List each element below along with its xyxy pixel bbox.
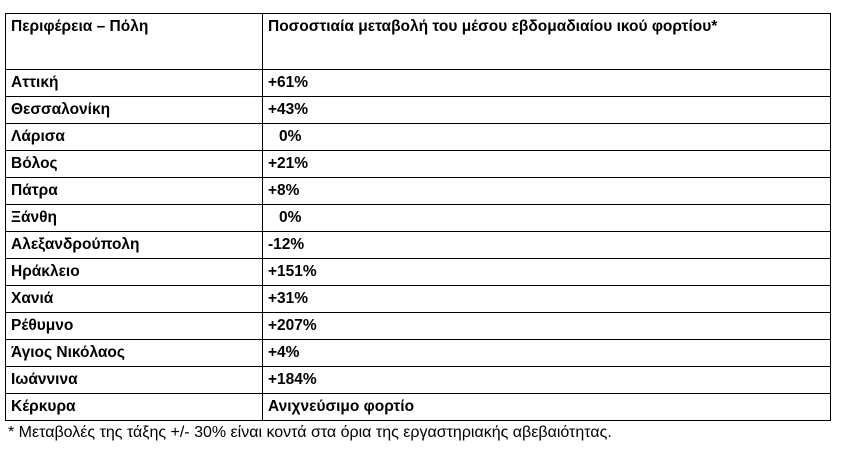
table-row: Ρέθυμνο +207% [5,312,831,340]
table-row: Ιωάννινα +184% [5,366,831,394]
header-cell: Περιφέρεια – Πόλη [5,13,263,70]
region-cell: Άγιος Νικόλαος [5,339,263,367]
table-row: Αττική +61% [5,69,831,97]
value-cell: -12% [262,231,831,259]
region-cell: Χανιά [5,285,263,313]
table-row: Βόλος +21% [5,150,831,178]
value-cell: 0% [262,123,831,151]
table-row: Ηράκλειο +151% [5,258,831,286]
value-cell: +21% [262,150,831,178]
table: Περιφέρεια – Πόλη Ποσοστιαία μεταβολή του… [5,13,831,421]
value-cell: +61% [262,69,831,97]
region-cell: Λάρισα [5,123,263,151]
value-cell: +8% [262,177,831,205]
region-cell: Ιωάννινα [5,366,263,394]
footnote: * Μεταβολές της τάξης +/- 30% είναι κοντ… [8,424,612,441]
header-row: Περιφέρεια – Πόλη Ποσοστιαία μεταβολή του… [5,13,831,70]
table-row: Θεσσαλονίκη +43% [5,96,831,124]
value-cell: +31% [262,285,831,313]
table-row: Λάρισα 0% [5,123,831,151]
table-row: Άγιος Νικόλαος +4% [5,339,831,367]
value-cell: Ανιχνεύσιμο φορτίο [262,393,831,421]
region-cell: Ηράκλειο [5,258,263,286]
region-cell: Αττική [5,69,263,97]
region-cell: Ξάνθη [5,204,263,232]
region-cell: Κέρκυρα [5,393,263,421]
table-body: Περιφέρεια – Πόλη Ποσοστιαία μεταβολή του… [5,13,831,421]
header-cell: Ποσοστιαία μεταβολή του μέσου εβδομαδιαί… [262,13,831,70]
table-row: Ξάνθη 0% [5,204,831,232]
value-cell: +4% [262,339,831,367]
table-row: Κέρκυρα Ανιχνεύσιμο φορτίο [5,393,831,421]
value-cell: +184% [262,366,831,394]
region-cell: Ρέθυμνο [5,312,263,340]
region-cell: Θεσσαλονίκη [5,96,263,124]
value-cell: +207% [262,312,831,340]
table-row: Χανιά +31% [5,285,831,313]
value-cell: +151% [262,258,831,286]
region-cell: Αλεξανδρούπολη [5,231,263,259]
value-cell: 0% [262,204,831,232]
region-cell: Βόλος [5,150,263,178]
table-row: Πάτρα +8% [5,177,831,205]
table-row: Αλεξανδρούπολη -12% [5,231,831,259]
value-cell: +43% [262,96,831,124]
region-cell: Πάτρα [5,177,263,205]
